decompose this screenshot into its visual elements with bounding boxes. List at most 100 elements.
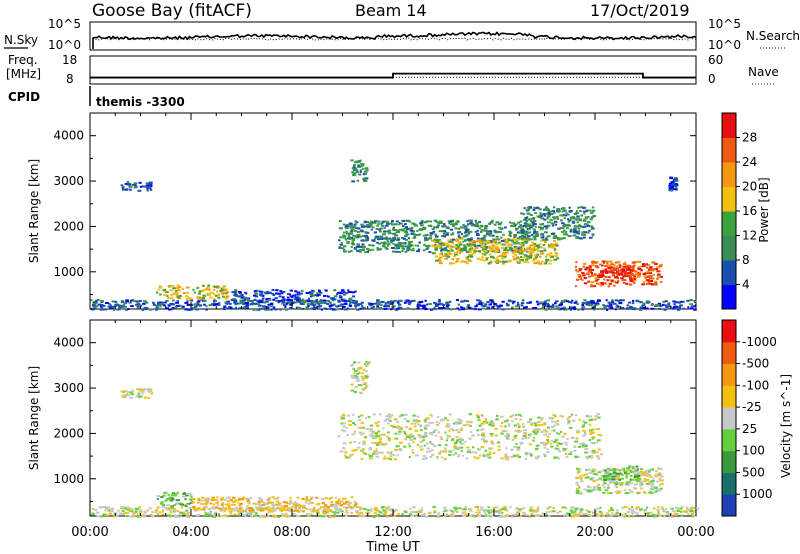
data-cell — [388, 415, 393, 418]
data-cell — [386, 237, 389, 240]
data-cell — [113, 300, 118, 303]
data-cell — [397, 512, 400, 515]
data-cell — [565, 300, 569, 303]
data-cell — [491, 423, 494, 426]
data-cell — [451, 513, 454, 515]
data-cell — [630, 465, 634, 468]
data-cell — [188, 494, 193, 497]
data-cell — [149, 184, 153, 187]
data-cell — [542, 235, 545, 238]
data-cell — [208, 304, 213, 307]
data-cell — [394, 234, 398, 237]
data-cell — [470, 237, 473, 240]
data-cell — [268, 308, 271, 311]
data-cell — [341, 289, 345, 292]
data-cell — [438, 307, 442, 310]
data-cell — [601, 514, 605, 517]
data-cell — [242, 496, 246, 499]
data-cell — [459, 420, 463, 423]
data-cell — [528, 443, 532, 446]
data-cell — [650, 487, 654, 490]
data-cell — [515, 513, 518, 516]
data-cell — [667, 302, 670, 305]
nave-right-tick-top: 60 — [708, 53, 723, 67]
data-cell — [530, 513, 534, 516]
data-cell — [591, 264, 595, 267]
data-cell — [548, 259, 553, 262]
data-cell — [361, 249, 365, 251]
data-cell — [193, 291, 196, 294]
data-cell — [279, 290, 283, 293]
data-cell — [120, 390, 123, 393]
data-cell — [181, 495, 186, 498]
data-cell — [100, 515, 104, 518]
data-cell — [656, 276, 661, 279]
data-cell — [404, 511, 408, 514]
data-cell — [486, 258, 488, 260]
data-cell — [161, 504, 165, 507]
data-cell — [400, 222, 403, 225]
data-cell — [344, 250, 348, 253]
data-cell — [679, 300, 683, 303]
data-cell — [417, 248, 421, 251]
data-cell — [353, 372, 356, 375]
data-cell — [445, 510, 448, 513]
data-cell — [606, 279, 609, 282]
data-cell — [490, 240, 494, 243]
data-cell — [617, 279, 620, 282]
data-cell — [356, 372, 359, 375]
data-cell — [366, 247, 370, 250]
data-cell — [206, 286, 209, 289]
data-cell — [339, 294, 342, 297]
data-cell — [376, 224, 379, 227]
data-cell — [287, 507, 291, 510]
data-cell — [171, 493, 174, 496]
data-cell — [630, 482, 634, 485]
data-cell — [365, 223, 370, 226]
data-cell — [209, 291, 214, 294]
data-cell — [181, 287, 185, 290]
data-cell — [646, 301, 650, 304]
data-cell — [455, 239, 459, 242]
data-cell — [359, 508, 363, 511]
data-cell — [609, 473, 613, 476]
data-cell — [148, 187, 152, 190]
data-cell — [154, 509, 159, 512]
data-cell — [272, 298, 276, 301]
data-cell — [611, 271, 616, 274]
data-cell — [621, 473, 624, 476]
data-cell — [362, 377, 365, 380]
data-cell — [129, 509, 132, 512]
data-cell — [158, 301, 163, 304]
data-cell — [397, 300, 400, 302]
data-cell — [561, 207, 566, 210]
data-cell — [461, 508, 464, 511]
data-cell — [398, 228, 403, 231]
data-cell — [561, 237, 564, 240]
data-cell — [219, 508, 222, 511]
data-cell — [593, 473, 597, 476]
data-cell — [404, 417, 407, 420]
data-cell — [468, 437, 472, 440]
data-cell — [554, 302, 557, 305]
data-cell — [356, 510, 359, 512]
data-cell — [377, 238, 381, 241]
data-cell — [368, 303, 371, 306]
data-cell — [458, 419, 461, 422]
data-cell — [494, 257, 498, 260]
data-cell — [563, 209, 567, 212]
data-cell — [200, 297, 204, 300]
data-cell — [235, 290, 238, 293]
data-cell — [247, 501, 251, 504]
data-cell — [364, 363, 367, 366]
data-cell — [494, 251, 498, 254]
data-cell — [406, 434, 411, 437]
data-cell — [659, 487, 663, 490]
data-cell — [137, 189, 142, 192]
data-cell — [539, 212, 542, 215]
data-cell — [488, 423, 493, 426]
data-cell — [356, 308, 360, 311]
data-cell — [482, 454, 486, 457]
data-cell — [576, 303, 579, 306]
data-cell — [485, 420, 488, 423]
